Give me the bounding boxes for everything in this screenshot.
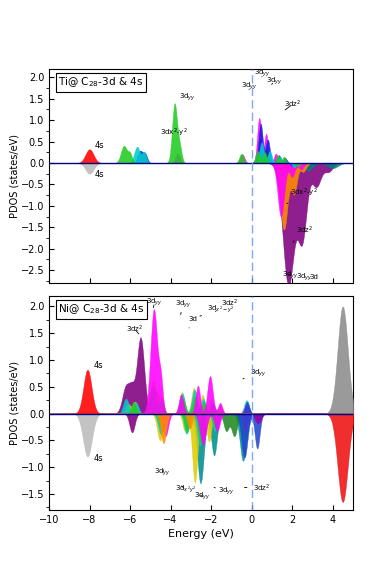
X-axis label: Energy (eV): Energy (eV): [168, 529, 234, 539]
Text: 3d$_{yy}$: 3d$_{yy}$: [174, 298, 191, 315]
Text: 4s: 4s: [93, 454, 103, 463]
Text: 3dx$^2$-y$^2$: 3dx$^2$-y$^2$: [287, 186, 318, 203]
Text: 3d$_{x^2y^2}$: 3d$_{x^2y^2}$: [174, 484, 196, 496]
Text: 3dz$^2$: 3dz$^2$: [293, 225, 313, 242]
Text: 3d$_{yy}$: 3d$_{yy}$: [146, 296, 163, 308]
Text: 3d$_{yy}$: 3d$_{yy}$: [154, 466, 171, 478]
Text: 3dz$^2$: 3dz$^2$: [126, 323, 143, 335]
Text: 3d$_{yy}$: 3d$_{yy}$: [179, 92, 196, 103]
Text: 3dz$^2$: 3dz$^2$: [284, 99, 301, 110]
Text: 3d: 3d: [309, 274, 318, 280]
Text: 3d$_{yy}$: 3d$_{yy}$: [194, 491, 211, 503]
Text: 3d$_{yy}$: 3d$_{yy}$: [282, 269, 299, 281]
Text: 3d$_{yy}$: 3d$_{yy}$: [266, 75, 283, 87]
Text: 3d$_{yy}$: 3d$_{yy}$: [254, 68, 270, 80]
Text: 3d$_{yy}$: 3d$_{yy}$: [243, 368, 266, 379]
Text: 4s: 4s: [94, 141, 104, 150]
Y-axis label: PDOS (states/eV): PDOS (states/eV): [9, 134, 19, 218]
Text: 3d: 3d: [189, 316, 198, 328]
Text: 3d$_{yy}$: 3d$_{yy}$: [214, 485, 235, 497]
Text: 3d$_{yy}$: 3d$_{yy}$: [241, 81, 258, 92]
Text: 3d$_{x^2-y^2}$: 3d$_{x^2-y^2}$: [200, 304, 234, 316]
Text: 3dx$^2$-y$^2$: 3dx$^2$-y$^2$: [160, 127, 188, 139]
Text: Ni@ C$_{28}$-3d & 4s: Ni@ C$_{28}$-3d & 4s: [58, 302, 145, 316]
Text: Ti@ C$_{28}$-3d & 4s: Ti@ C$_{28}$-3d & 4s: [58, 75, 143, 89]
Text: 4s: 4s: [93, 361, 103, 370]
Text: 3d$_{yy}$: 3d$_{yy}$: [296, 272, 313, 283]
Text: 3dz$^2$: 3dz$^2$: [245, 482, 270, 494]
Text: 4s: 4s: [94, 170, 104, 179]
Y-axis label: PDOS (states/eV): PDOS (states/eV): [9, 361, 19, 445]
Text: 3dz$^2$: 3dz$^2$: [216, 298, 238, 312]
